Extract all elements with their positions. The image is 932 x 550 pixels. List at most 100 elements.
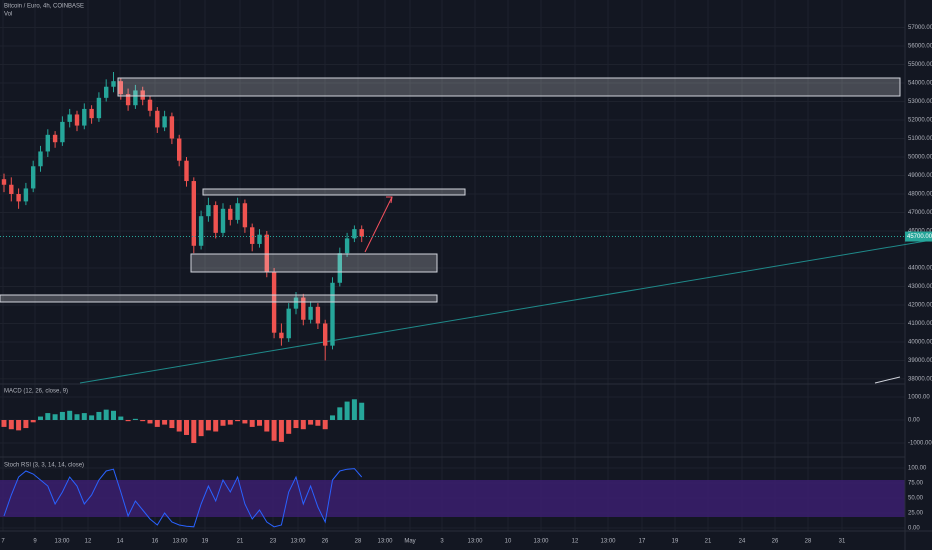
time-tick-label: 9 <box>33 539 37 545</box>
time-tick-label: 23 <box>270 539 277 545</box>
macd-bar <box>96 411 102 420</box>
macd-bar <box>242 420 248 424</box>
price-tick-label: 39000.00 <box>908 358 932 364</box>
volume-label: Vol <box>4 12 12 18</box>
candle-body <box>125 94 131 106</box>
candle-body <box>82 108 87 126</box>
macd-bar <box>264 420 270 432</box>
macd-bar <box>286 420 292 434</box>
macd-bar <box>213 420 219 432</box>
time-tick-label: 13:00 <box>533 539 549 545</box>
candle-body <box>52 134 58 143</box>
zone <box>190 253 438 273</box>
time-tick-label: 19 <box>672 539 679 545</box>
macd-bar <box>154 420 160 427</box>
macd-bar <box>8 420 14 430</box>
macd-bar <box>81 413 87 420</box>
time-tick-label: 3 <box>440 539 444 545</box>
arrow-head <box>386 196 393 204</box>
candle-body <box>344 238 350 254</box>
candle-body <box>38 151 43 167</box>
macd-bar <box>147 420 153 424</box>
candle-body <box>250 227 255 244</box>
candle-body <box>23 188 29 202</box>
macd-bar <box>308 420 314 425</box>
macd-bar <box>257 420 262 426</box>
candle-body <box>1 179 7 185</box>
candle-body <box>16 193 21 202</box>
price-tick-label: 47000.00 <box>908 210 932 216</box>
macd-bar <box>337 407 343 420</box>
time-tick-label: 21 <box>237 539 244 545</box>
price-tick-label: 53000.00 <box>908 99 932 105</box>
zone <box>0 294 438 303</box>
candle-body <box>213 205 218 233</box>
macd-bar <box>300 420 306 430</box>
price-tick-label: 50.00 <box>908 496 924 502</box>
macd-bar <box>162 420 168 425</box>
stoch-line <box>3 468 363 528</box>
candle-body <box>45 134 50 152</box>
macd-bar <box>132 418 138 420</box>
time-tick-label: 12 <box>572 539 579 545</box>
time-tick-label: 14 <box>117 539 124 545</box>
candle-body <box>104 86 109 98</box>
stoch-title: Stoch RSI (3, 3, 14, 14, close) <box>4 463 84 469</box>
macd-bar <box>351 399 357 420</box>
macd-bar <box>359 402 365 420</box>
macd-bar <box>322 420 328 430</box>
trend-line <box>79 239 932 384</box>
time-tick-label: 12 <box>85 539 92 545</box>
grid <box>0 0 905 531</box>
macd-bar <box>89 415 95 420</box>
candle-body <box>60 121 65 143</box>
candle-body <box>286 308 291 339</box>
price-tick-label: 57000.00 <box>908 25 932 31</box>
macd-bar <box>176 420 182 432</box>
macd-bar <box>74 414 80 420</box>
candle-body <box>301 297 306 320</box>
candle-body <box>323 323 328 346</box>
macd-bar <box>16 420 22 431</box>
candle-body <box>89 108 94 119</box>
macd-bar <box>184 420 189 435</box>
candle-body <box>330 282 335 346</box>
candle-body <box>111 81 116 87</box>
macd-title: MACD (12, 26, close, 9) <box>4 389 68 395</box>
candle-body <box>242 203 248 228</box>
macd-bar <box>30 420 36 423</box>
macd-bar <box>191 420 197 444</box>
candle-body <box>118 81 123 95</box>
macd-bar <box>111 410 116 420</box>
price-tick-label: 0.00 <box>908 526 920 532</box>
macd-bar <box>235 420 241 422</box>
price-tick-label: 51000.00 <box>908 136 932 142</box>
price-tick-label: 52000.00 <box>908 118 932 124</box>
time-tick-label: May <box>404 539 415 545</box>
candle-body <box>74 114 80 126</box>
price-tick-label: 55000.00 <box>908 62 932 68</box>
time-tick-label: 10 <box>505 539 512 545</box>
time-tick-label: 17 <box>639 539 646 545</box>
macd-bar <box>293 420 299 429</box>
price-tick-label: 100.00 <box>908 466 927 472</box>
time-tick-label: 28 <box>355 539 362 545</box>
price-tick-label: 44000.00 <box>908 266 932 272</box>
candle-body <box>162 116 167 128</box>
candle-body <box>140 90 145 100</box>
macd-bar <box>140 420 146 422</box>
price-tick-label: 50000.00 <box>908 155 932 161</box>
price-tick-label: 54000.00 <box>908 81 932 87</box>
macd-bar <box>38 416 43 420</box>
time-tick-label: 16 <box>152 539 159 545</box>
macd-bar <box>125 420 131 422</box>
time-tick-label: 26 <box>322 539 329 545</box>
macd-bar <box>344 401 350 420</box>
price-tick-label: 1000.00 <box>908 395 930 401</box>
price-tick-label: 42000.00 <box>908 303 932 309</box>
macd-bar <box>198 420 204 437</box>
candle-body <box>133 90 138 106</box>
candle-body <box>308 306 313 320</box>
macd-bar <box>52 414 58 420</box>
macd-bar <box>278 420 284 442</box>
